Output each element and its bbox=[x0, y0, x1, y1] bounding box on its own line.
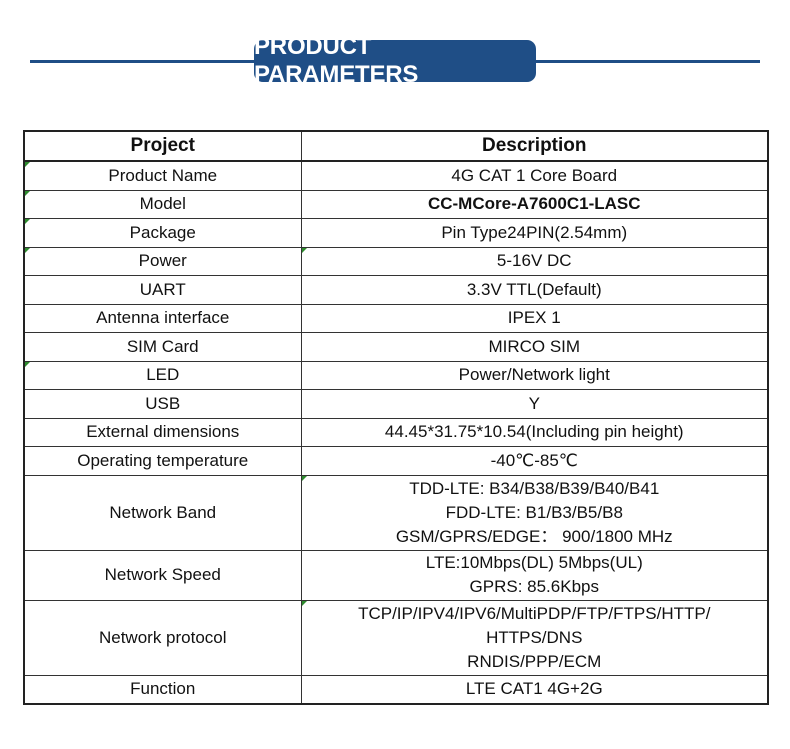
cell-project: Network Speed bbox=[23, 549, 302, 601]
cell-description: 5-16V DC bbox=[300, 246, 769, 276]
cell-description: CC-MCore-A7600C1-LASC bbox=[300, 189, 769, 219]
cell-description: LTE CAT1 4G+2G bbox=[300, 674, 769, 705]
cell-description: Pin Type24PIN(2.54mm) bbox=[300, 218, 769, 248]
cell-project: Network protocol bbox=[23, 599, 302, 676]
cell-description: TDD-LTE: B34/B38/B39/B40/B41 FDD-LTE: B1… bbox=[300, 474, 769, 551]
cell-description: Y bbox=[300, 389, 769, 419]
table-row: External dimensions 44.45*31.75*10.54(In… bbox=[23, 417, 769, 447]
corner-mark-icon bbox=[25, 361, 30, 367]
cell-description: -40℃-85℃ bbox=[300, 446, 769, 476]
header-description: Description bbox=[300, 130, 769, 162]
page-title: PRODUCT PARAMETERS bbox=[254, 33, 419, 88]
parameters-table: Project Description Product Name 4G CAT … bbox=[23, 130, 769, 705]
corner-mark-icon bbox=[25, 190, 30, 196]
table-row: Model CC-MCore-A7600C1-LASC bbox=[23, 189, 769, 219]
title-banner: PRODUCT PARAMETERS bbox=[254, 33, 536, 88]
cell-project: Model bbox=[23, 189, 302, 219]
table-row: Network protocol TCP/IP/IPV4/IPV6/MultiP… bbox=[23, 599, 769, 676]
cell-project: SIM Card bbox=[23, 332, 302, 362]
cell-project: External dimensions bbox=[23, 417, 302, 447]
table-row: USB Y bbox=[23, 389, 769, 419]
corner-mark-icon bbox=[25, 162, 30, 167]
cell-project: Function bbox=[23, 674, 302, 705]
table-row: Network Speed LTE:10Mbps(DL) 5Mbps(UL) G… bbox=[23, 549, 769, 601]
cell-project: USB bbox=[23, 389, 302, 419]
cell-project: Power bbox=[23, 246, 302, 276]
cell-description: MIRCO SIM bbox=[300, 332, 769, 362]
cell-project: Product Name bbox=[23, 160, 302, 191]
table-row: LED Power/Network light bbox=[23, 360, 769, 390]
header-project: Project bbox=[23, 130, 302, 162]
cell-description: 4G CAT 1 Core Board bbox=[300, 160, 769, 191]
corner-mark-icon bbox=[25, 247, 30, 253]
cell-description: TCP/IP/IPV4/IPV6/MultiPDP/FTP/FTPS/HTTP/… bbox=[300, 599, 769, 676]
corner-mark-icon bbox=[25, 219, 30, 224]
corner-mark-icon bbox=[301, 600, 307, 606]
table-header-row: Project Description bbox=[23, 130, 769, 162]
table-row: Antenna interface IPEX 1 bbox=[23, 303, 769, 333]
cell-description: 44.45*31.75*10.54(Including pin height) bbox=[300, 417, 769, 447]
table-row: Product Name 4G CAT 1 Core Board bbox=[23, 160, 769, 191]
cell-description: LTE:10Mbps(DL) 5Mbps(UL) GPRS: 85.6Kbps bbox=[300, 549, 769, 601]
cell-project: Antenna interface bbox=[23, 303, 302, 333]
cell-project: Operating temperature bbox=[23, 446, 302, 476]
table-row: Function LTE CAT1 4G+2G bbox=[23, 674, 769, 705]
cell-description: IPEX 1 bbox=[300, 303, 769, 333]
table-row: SIM Card MIRCO SIM bbox=[23, 332, 769, 362]
corner-mark-icon bbox=[301, 475, 307, 481]
table-row: Operating temperature -40℃-85℃ bbox=[23, 446, 769, 476]
table-row: Package Pin Type24PIN(2.54mm) bbox=[23, 218, 769, 248]
cell-description: 3.3V TTL(Default) bbox=[300, 275, 769, 305]
cell-project: Network Band bbox=[23, 474, 302, 551]
table-row: UART 3.3V TTL(Default) bbox=[23, 275, 769, 305]
corner-mark-icon bbox=[301, 247, 307, 253]
table-row: Network Band TDD-LTE: B34/B38/B39/B40/B4… bbox=[23, 474, 769, 551]
cell-project: UART bbox=[23, 275, 302, 305]
cell-project: LED bbox=[23, 360, 302, 390]
title-rule-left bbox=[30, 60, 258, 63]
cell-description: Power/Network light bbox=[300, 360, 769, 390]
title-rule-right bbox=[532, 60, 760, 63]
table-row: Power 5-16V DC bbox=[23, 246, 769, 276]
cell-project: Package bbox=[23, 218, 302, 248]
